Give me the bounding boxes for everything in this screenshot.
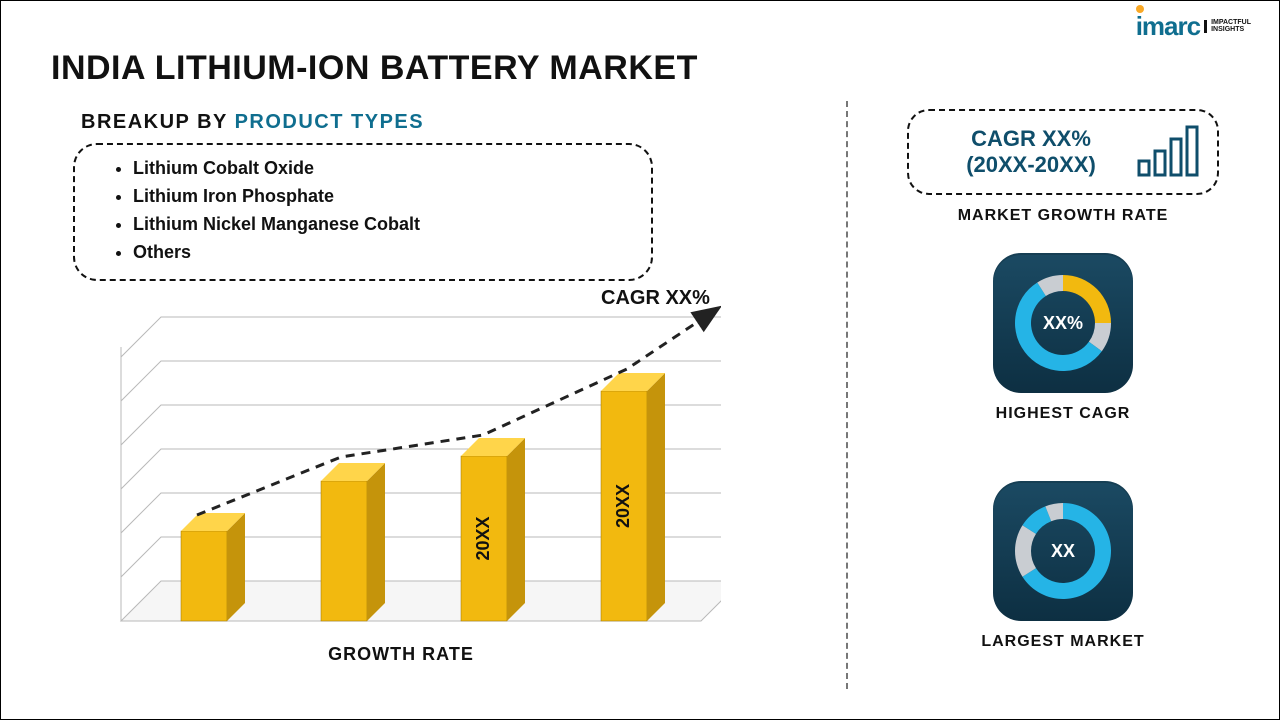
highest-cagr-card: XX% — [993, 253, 1133, 393]
chart-svg: 20XX 20XX — [81, 301, 721, 661]
product-types-box: Lithium Cobalt OxideLithium Iron Phospha… — [73, 143, 653, 281]
product-type-item: Lithium Cobalt Oxide — [133, 155, 623, 183]
logo-tagline-2: INSIGHTS — [1211, 27, 1251, 33]
cagr-text: CAGR XX% (20XX-20XX) — [927, 126, 1135, 179]
largest-market-card: XX — [993, 481, 1133, 621]
infographic-frame: imarc IMPACTFUL INSIGHTS INDIA LITHIUM-I… — [0, 0, 1280, 720]
product-type-item: Others — [133, 239, 623, 267]
cagr-summary-box: CAGR XX% (20XX-20XX) — [907, 109, 1219, 195]
chart-x-label: GROWTH RATE — [81, 644, 721, 665]
cagr-line2: (20XX-20XX) — [927, 152, 1135, 178]
growth-chart: 20XX20XX GROWTH RATE — [81, 301, 721, 661]
largest-market-value: XX — [1051, 541, 1075, 562]
subtitle-highlight: PRODUCT TYPES — [235, 111, 425, 133]
page-title: INDIA LITHIUM-ION BATTERY MARKET — [51, 49, 698, 88]
subtitle: BREAKUP BY PRODUCT TYPES — [81, 111, 424, 134]
logo-dot-icon — [1136, 5, 1144, 13]
cagr-line1: CAGR XX% — [927, 126, 1135, 152]
logo-text: imarc — [1136, 11, 1200, 41]
product-types-list: Lithium Cobalt OxideLithium Iron Phospha… — [115, 155, 623, 267]
bar-label: 20XX — [613, 484, 633, 528]
highest-cagr-label: HIGHEST CAGR — [907, 405, 1219, 423]
bar-label: 20XX — [473, 516, 493, 560]
product-type-item: Lithium Iron Phosphate — [133, 183, 623, 211]
market-growth-rate-label: MARKET GROWTH RATE — [907, 207, 1219, 225]
bar-growth-icon — [1135, 125, 1199, 179]
brand-logo: imarc IMPACTFUL INSIGHTS — [1136, 11, 1251, 42]
subtitle-prefix: BREAKUP BY — [81, 111, 235, 133]
largest-market-label: LARGEST MARKET — [907, 633, 1219, 651]
vertical-divider — [846, 101, 848, 689]
highest-cagr-value: XX% — [1043, 313, 1083, 334]
product-type-item: Lithium Nickel Manganese Cobalt — [133, 211, 623, 239]
logo-tagline: IMPACTFUL INSIGHTS — [1204, 20, 1251, 33]
